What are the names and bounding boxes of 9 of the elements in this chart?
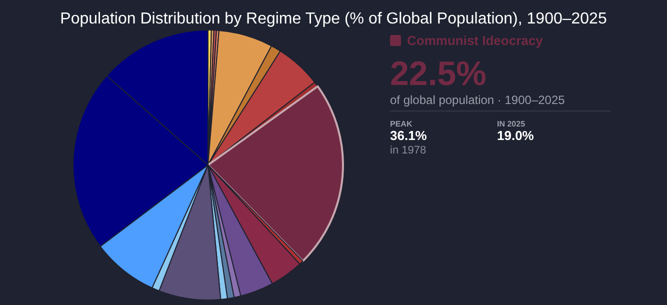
legend-label: Communist Ideocracy xyxy=(407,33,544,48)
text: of global population · 1900–2025 xyxy=(390,93,566,107)
text: 19.0% xyxy=(497,128,534,143)
chart-title: Population Distribution by Regime Type (% of Global Population), 1900–2025 xyxy=(60,10,607,28)
text: PEAK xyxy=(390,120,412,128)
text: 22.5% xyxy=(390,55,486,93)
text: 36.1% xyxy=(390,128,428,143)
text: IN 2025 xyxy=(497,120,526,128)
text: in 1978 xyxy=(390,144,426,156)
